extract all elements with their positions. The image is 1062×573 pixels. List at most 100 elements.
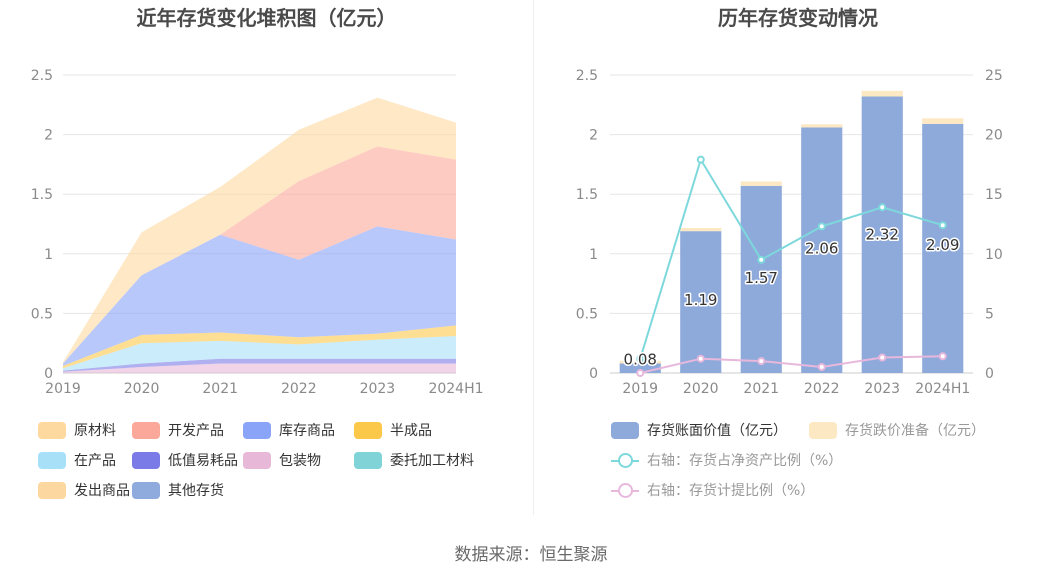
area-在产品: [63, 336, 456, 371]
legend-item[interactable]: 半成品: [354, 420, 432, 440]
legend-item[interactable]: 委托加工材料: [354, 450, 474, 470]
bar-data-label: 2.09: [926, 236, 959, 254]
line-point: [817, 222, 826, 231]
legend-item[interactable]: 其他存货: [132, 480, 224, 500]
legend-label: 右轴：存货计提比例（%）: [647, 483, 815, 499]
bar-provision: [861, 90, 903, 97]
legend-swatch: [243, 451, 271, 469]
legend-swatch: [243, 421, 271, 439]
legend-label: 原材料: [74, 423, 116, 439]
area-开发产品: [63, 146, 456, 364]
x-tick-label: 2019: [622, 381, 658, 397]
legend-swatch: [132, 481, 160, 499]
stacked-area-chart: 0 0.5 1 1.5 2 2.5 2019 2020 2021 2022 2023 2024H1: [31, 68, 484, 397]
legend-label: 包装物: [279, 453, 321, 469]
y2-tick-label: 5: [985, 306, 994, 322]
y-tick-label: 2.5: [576, 68, 598, 84]
line-point: [757, 255, 766, 264]
x-tick-label: 2022: [281, 381, 317, 397]
line-point: [757, 357, 766, 366]
bar-book-value: [861, 96, 903, 374]
bar-provision: [801, 124, 843, 128]
x-tick-label: 2024H1: [428, 381, 483, 397]
area-包装物: [63, 363, 456, 373]
legend-label: 低值易耗品: [168, 453, 238, 469]
data-source: 数据来源：恒生聚源: [454, 545, 608, 565]
bar-book-value: [619, 363, 661, 373]
legend-label: 委托加工材料: [390, 453, 474, 469]
legend-item[interactable]: 原材料: [38, 420, 116, 440]
legend-item[interactable]: 开发产品: [132, 420, 224, 440]
legend-label: 其他存货: [168, 483, 224, 499]
legend-item[interactable]: 存货跌价准备（亿元）: [809, 420, 985, 440]
y2-tick-label: 25: [985, 68, 1003, 84]
legend-swatch: [38, 451, 66, 469]
x-tick-label: 2022: [804, 381, 840, 397]
line-point: [696, 155, 705, 164]
line-point: [636, 354, 645, 363]
bar-data-label: 1.19: [684, 291, 717, 309]
legend-item[interactable]: 右轴：存货占净资产比例（%）: [611, 450, 842, 470]
x-tick-label: 2019: [45, 381, 81, 397]
x-tick-label: 2020: [683, 381, 719, 397]
legend-item[interactable]: 低值易耗品: [132, 450, 238, 470]
bar-data-label: 2.32: [866, 225, 899, 243]
bar-provision: [740, 181, 782, 186]
legend-swatch: [611, 482, 639, 499]
y2-tick-label: 15: [985, 187, 1003, 203]
y2-tick-label: 20: [985, 128, 1003, 144]
x-tick-label: 2021: [202, 381, 238, 397]
stacked-area-panel: 近年存货变化堆积图（亿元） 0 0.5 1 1.5 2 2.5 2019 2020 2021 20…: [0, 0, 533, 515]
legend-label: 库存商品: [279, 423, 335, 439]
y-tick-label: 0.5: [31, 306, 53, 322]
y-tick-label: 1: [589, 247, 598, 263]
bar-book-value: [922, 123, 964, 373]
y-tick-label: 0.5: [576, 306, 598, 322]
area-原材料: [63, 97, 456, 364]
legend-swatch: [809, 421, 837, 439]
legend-item[interactable]: 在产品: [38, 450, 116, 470]
legend-item[interactable]: 右轴：存货计提比例（%）: [611, 480, 814, 500]
y2-tick-label: 10: [985, 247, 1003, 263]
bar-data-label: 1.57: [745, 269, 778, 287]
legend-item[interactable]: 包装物: [243, 450, 321, 470]
legend-item[interactable]: 发出商品: [38, 480, 130, 500]
y-tick-label: 1.5: [31, 187, 53, 203]
line-provision-ratio: [640, 355, 943, 374]
legend-label: 半成品: [390, 423, 432, 439]
legend-swatch: [132, 451, 160, 469]
area-低值易耗品: [63, 358, 456, 372]
panel-divider: [533, 0, 534, 515]
bar-line-panel: 历年存货变动情况 0 0.5 1 1.5 2 2.5 0 5 10 15 20 25 2019 2020 2…: [534, 0, 1062, 515]
bar-provision: [922, 118, 964, 124]
left-chart-title: 近年存货变化堆积图（亿元）: [136, 6, 397, 30]
line-point: [938, 221, 947, 230]
legend-swatch: [611, 452, 639, 469]
x-tick-label: 2023: [360, 381, 396, 397]
bar-book-value: [740, 185, 782, 373]
legend-label: 存货跌价准备（亿元）: [845, 423, 985, 439]
bar-book-value: [680, 231, 722, 373]
bar-provision: [680, 227, 722, 232]
x-tick-label: 2020: [124, 381, 160, 397]
legend-swatch: [38, 421, 66, 439]
y2-tick-label: 0: [985, 366, 994, 382]
legend-swatch: [611, 421, 639, 439]
bar-book-value: [801, 127, 843, 373]
y-tick-label: 0: [44, 366, 53, 382]
legend-label: 右轴：存货占净资产比例（%）: [647, 453, 843, 469]
area-库存商品: [63, 226, 456, 366]
line-point: [817, 363, 826, 372]
y-tick-label: 0: [589, 366, 598, 382]
bar-line-chart: 0 0.5 1 1.5 2 2.5 0 5 10 15 20 25 2019 2020 2021 2022 20…: [576, 68, 1003, 397]
legend-label: 存货账面价值（亿元）: [647, 423, 787, 439]
legend-item[interactable]: 存货账面价值（亿元）: [611, 420, 787, 440]
line-point: [878, 353, 887, 362]
y-tick-label: 2: [589, 128, 598, 144]
legend-swatch: [354, 421, 382, 439]
x-tick-label: 2024H1: [915, 381, 970, 397]
legend-item[interactable]: 库存商品: [243, 420, 335, 440]
line-ratio-net-assets: [639, 157, 944, 359]
bar-data-label: 0.08: [624, 350, 657, 368]
y-tick-label: 2: [44, 128, 53, 144]
